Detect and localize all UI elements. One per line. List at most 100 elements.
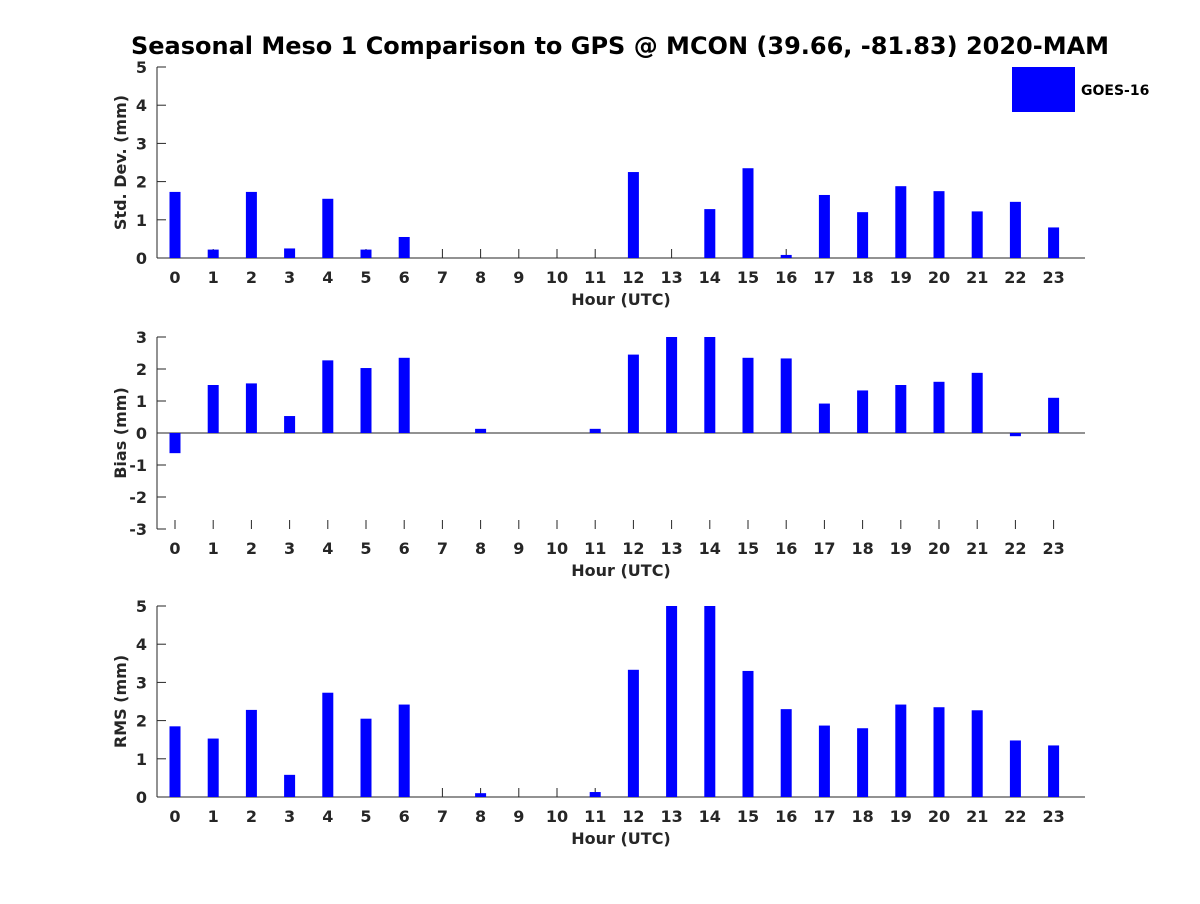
- bias-bar-3: [284, 416, 296, 433]
- bias-x-tick-label: 19: [890, 539, 912, 558]
- bias-bar-1: [207, 385, 219, 433]
- rms-y-axis-label: RMS (mm): [111, 655, 130, 748]
- bias-y-tick-label: -2: [129, 488, 147, 507]
- std-dev-bar-3: [284, 248, 296, 258]
- bias-x-axis-label: Hour (UTC): [571, 561, 671, 580]
- std-dev-bar-6: [398, 236, 410, 258]
- std-dev-bar-23: [1048, 227, 1060, 258]
- rms-bar-17: [818, 725, 830, 797]
- bias-bar-8: [475, 428, 487, 433]
- bias-bar-20: [933, 381, 945, 433]
- rms-bar-15: [742, 670, 754, 797]
- bias-x-tick-label: 3: [284, 539, 295, 558]
- std-dev-x-tick-label: 18: [851, 268, 873, 287]
- std-dev-bar-17: [818, 194, 830, 258]
- bias-x-tick-label: 0: [169, 539, 180, 558]
- rms-bar-22: [1009, 740, 1021, 797]
- std-dev-x-tick-label: 23: [1042, 268, 1064, 287]
- std-dev-y-tick-label: 4: [136, 96, 147, 115]
- bias-bar-17: [818, 403, 830, 433]
- std-dev-x-tick-label: 12: [622, 268, 644, 287]
- chart-title: Seasonal Meso 1 Comparison to GPS @ MCON…: [131, 32, 1109, 60]
- legend: GOES-16: [1012, 67, 1149, 112]
- rms-x-tick-label: 23: [1042, 807, 1064, 826]
- rms-x-tick-label: 6: [399, 807, 410, 826]
- std-dev-x-tick-label: 17: [813, 268, 835, 287]
- rms-bar-12: [627, 669, 639, 797]
- bias-bar-22: [1009, 433, 1021, 437]
- std-dev-x-tick-label: 20: [928, 268, 950, 287]
- bias-x-tick-label: 7: [437, 539, 448, 558]
- std-dev-bar-19: [895, 186, 907, 258]
- bias-x-tick-label: 16: [775, 539, 797, 558]
- bias-x-tick-label: 6: [399, 539, 410, 558]
- rms-bar-16: [780, 709, 792, 797]
- rms-bar-20: [933, 707, 945, 797]
- bias-x-tick-label: 15: [737, 539, 759, 558]
- rms-bar-2: [245, 709, 257, 797]
- rms-x-tick-label: 10: [546, 807, 568, 826]
- std-dev-x-tick-label: 9: [513, 268, 524, 287]
- std-dev-bar-1: [207, 249, 219, 258]
- bias-x-tick-label: 22: [1004, 539, 1026, 558]
- rms-x-tick-label: 3: [284, 807, 295, 826]
- bias-bar-15: [742, 357, 754, 433]
- std-dev-x-tick-label: 22: [1004, 268, 1026, 287]
- std-dev-y-tick-label: 2: [136, 173, 147, 192]
- bias-x-tick-label: 4: [322, 539, 333, 558]
- bias-bar-12: [627, 354, 639, 433]
- bias-y-tick-label: 0: [136, 424, 147, 443]
- bias-x-tick-label: 21: [966, 539, 988, 558]
- bias-x-tick-label: 11: [584, 539, 606, 558]
- rms-x-tick-label: 13: [660, 807, 682, 826]
- bias-bar-13: [666, 337, 678, 433]
- rms-x-tick-label: 8: [475, 807, 486, 826]
- std-dev-x-tick-label: 0: [169, 268, 180, 287]
- rms-y-tick-label: 5: [136, 597, 147, 616]
- bias-bar-11: [589, 428, 601, 433]
- rms-bar-1: [207, 738, 219, 797]
- rms-x-tick-label: 1: [208, 807, 219, 826]
- std-dev-bar-18: [857, 212, 869, 258]
- std-dev-x-tick-label: 5: [360, 268, 371, 287]
- std-dev-bar-0: [169, 191, 181, 258]
- std-dev-x-tick-label: 7: [437, 268, 448, 287]
- std-dev-bar-2: [245, 191, 257, 258]
- std-dev-x-tick-label: 21: [966, 268, 988, 287]
- rms-x-tick-label: 22: [1004, 807, 1026, 826]
- bias-y-tick-label: 2: [136, 360, 147, 379]
- std-dev-bar-20: [933, 191, 945, 258]
- rms-y-tick-label: 2: [136, 712, 147, 731]
- rms-bar-19: [895, 704, 907, 797]
- std-dev-bar-15: [742, 168, 754, 258]
- std-dev-y-tick-label: 0: [136, 249, 147, 268]
- rms-bar-8: [475, 793, 487, 797]
- std-dev-x-tick-label: 6: [399, 268, 410, 287]
- rms-x-tick-label: 11: [584, 807, 606, 826]
- rms-x-axis-label: Hour (UTC): [571, 829, 671, 848]
- std-dev-bar-21: [971, 211, 983, 258]
- rms-x-tick-label: 14: [699, 807, 721, 826]
- std-dev-bar-12: [627, 172, 639, 258]
- bias-bar-0: [169, 433, 181, 454]
- bias-y-tick-label: -3: [129, 520, 147, 539]
- std-dev-bar-14: [704, 209, 716, 258]
- std-dev-x-tick-label: 8: [475, 268, 486, 287]
- rms-bar-5: [360, 718, 372, 797]
- bias-y-axis-label: Bias (mm): [111, 387, 130, 479]
- rms-bar-13: [666, 606, 678, 797]
- bias-x-tick-label: 2: [246, 539, 257, 558]
- bias-bar-21: [971, 372, 983, 433]
- std-dev-bar-22: [1009, 201, 1021, 258]
- std-dev-x-tick-label: 4: [322, 268, 333, 287]
- bias-bar-5: [360, 368, 372, 433]
- rms-bar-6: [398, 704, 410, 797]
- std-dev-x-tick-label: 3: [284, 268, 295, 287]
- std-dev-x-tick-label: 14: [699, 268, 721, 287]
- std-dev-x-tick-label: 16: [775, 268, 797, 287]
- std-dev-bar-16: [780, 254, 792, 258]
- rms-y-tick-label: 0: [136, 788, 147, 807]
